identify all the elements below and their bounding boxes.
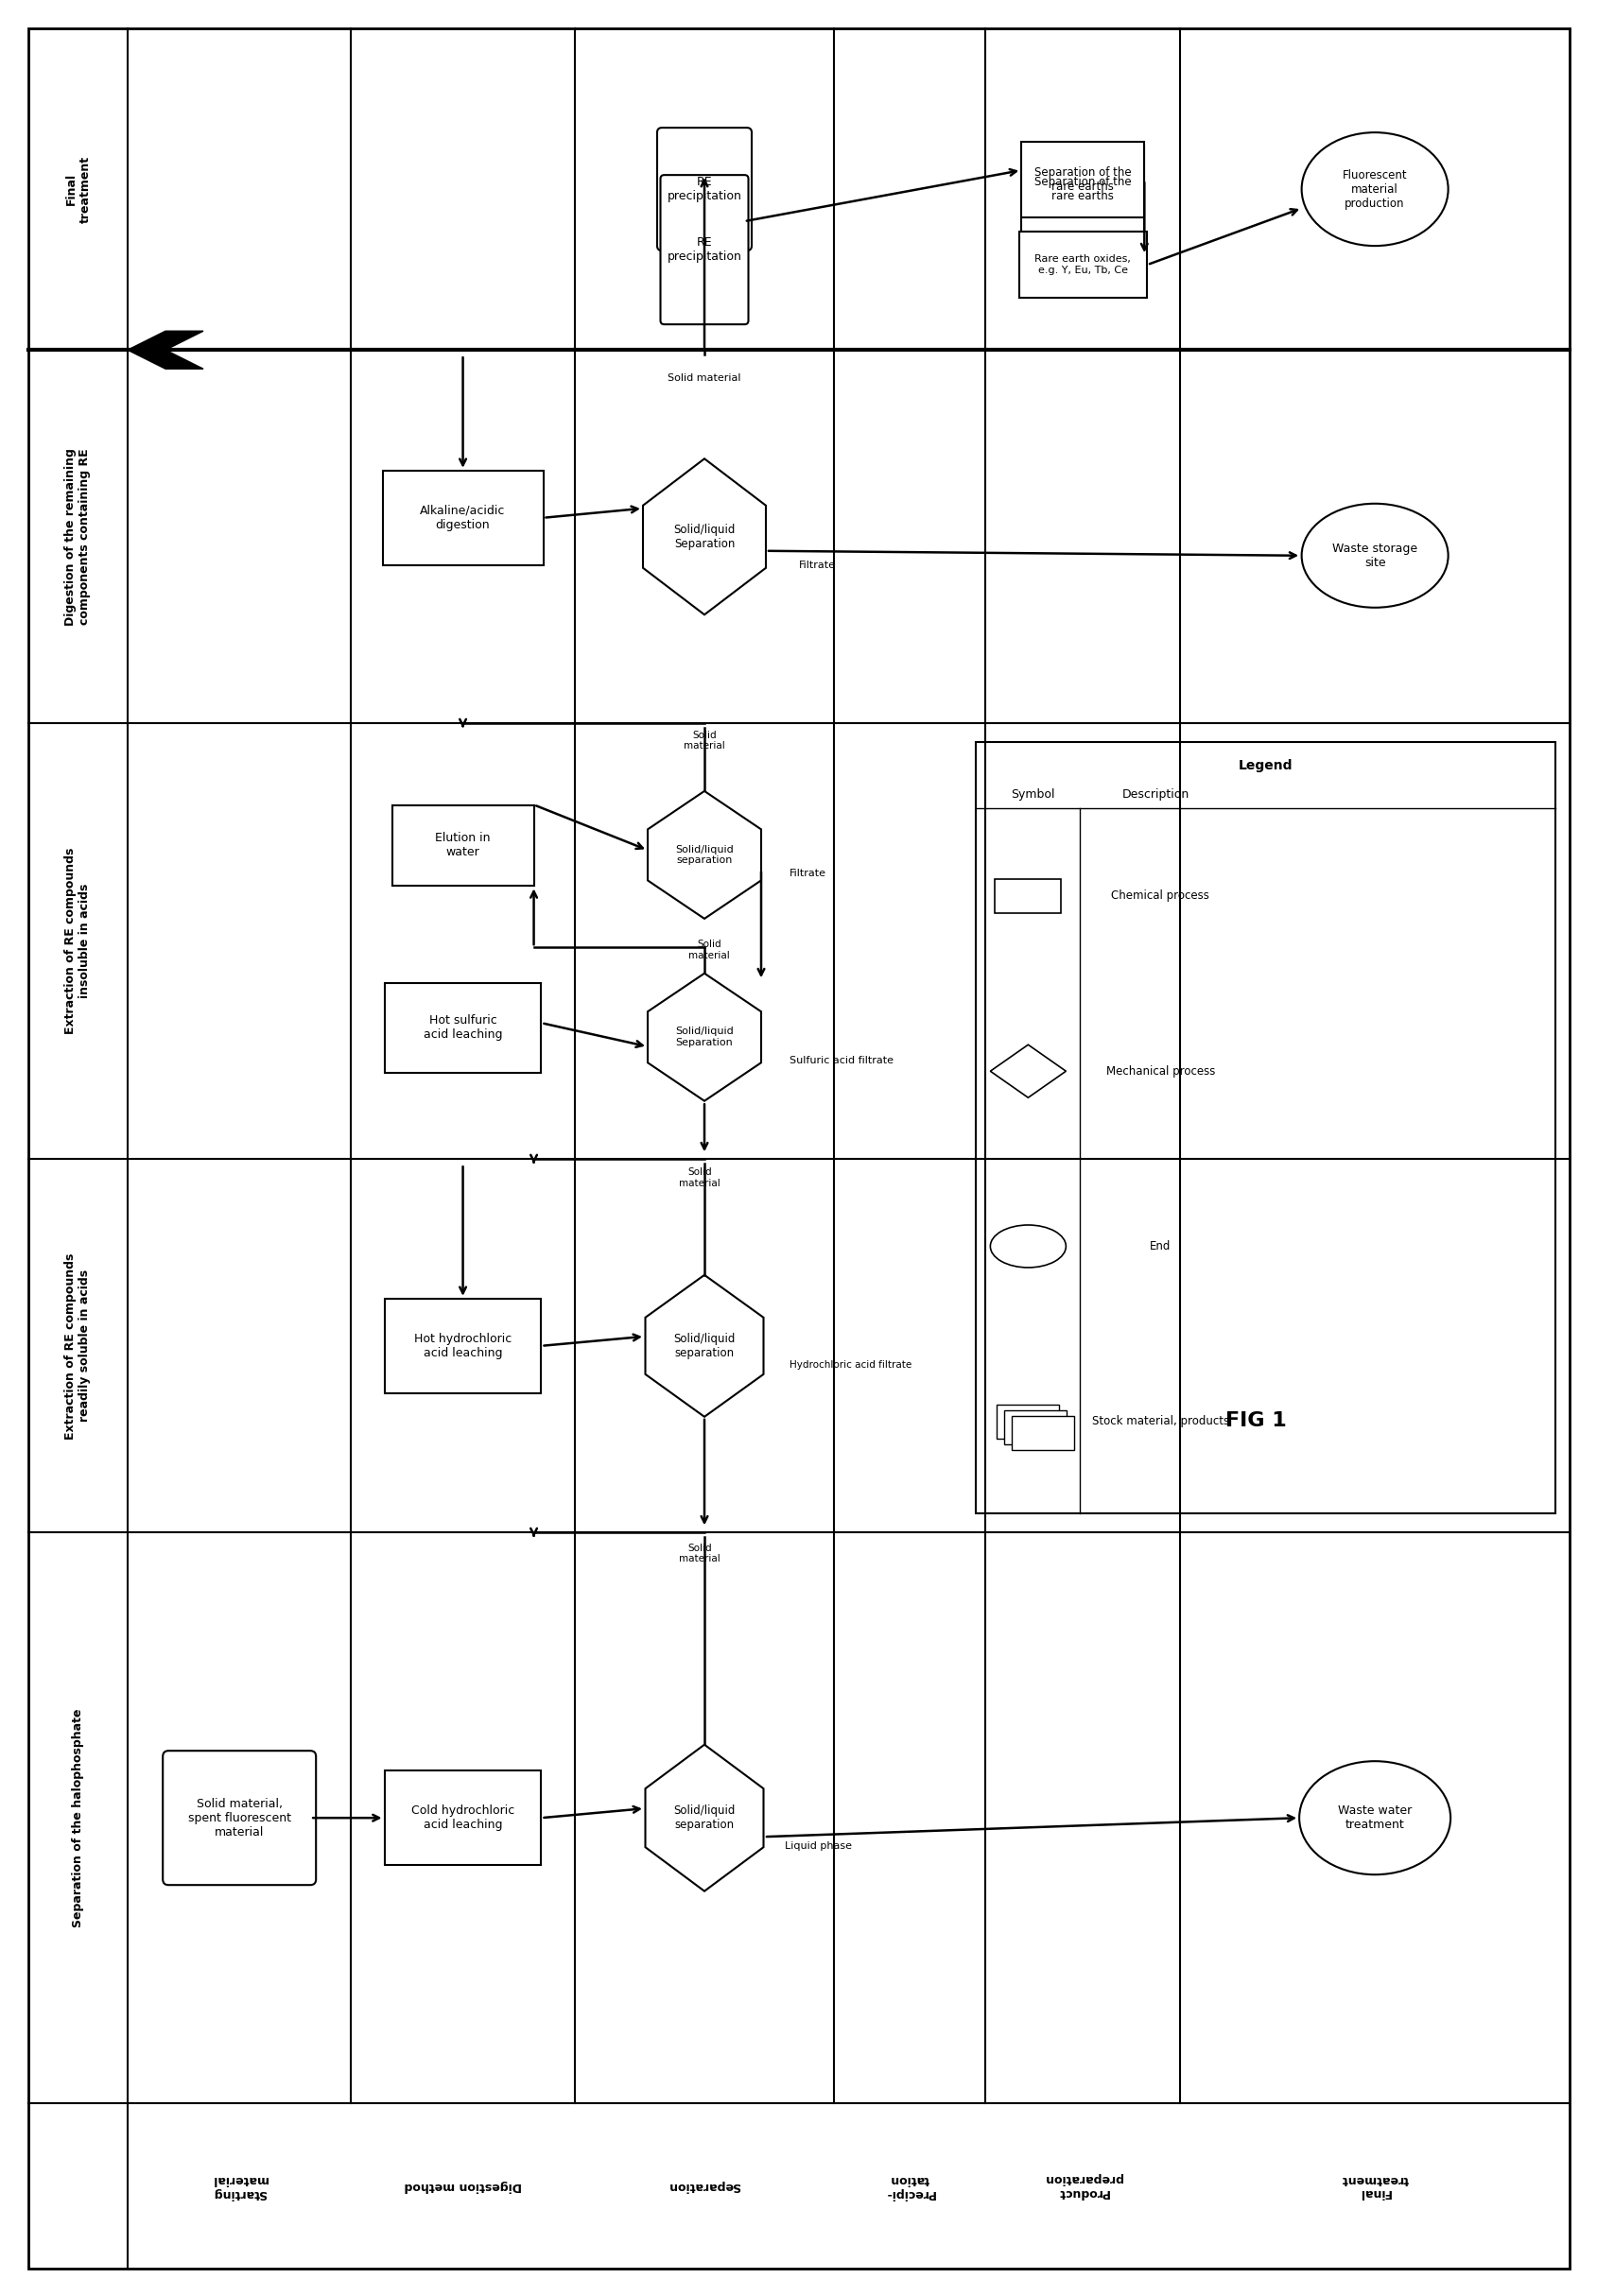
Text: RE
precipitation: RE precipitation xyxy=(666,177,741,202)
Bar xyxy=(391,806,533,886)
Text: Description: Description xyxy=(1121,788,1188,801)
Text: Liquid phase: Liquid phase xyxy=(784,1841,851,1851)
Polygon shape xyxy=(128,331,203,370)
Text: Chemical process: Chemical process xyxy=(1112,891,1209,902)
Text: End: End xyxy=(1150,1240,1171,1251)
Text: Legend: Legend xyxy=(1238,760,1292,771)
Bar xyxy=(997,1405,1059,1437)
Text: Separation of the halophosphate: Separation of the halophosphate xyxy=(72,1708,85,1926)
Text: Elution in
water: Elution in water xyxy=(434,831,490,859)
Text: Solid material,
spent fluorescent
material: Solid material, spent fluorescent materi… xyxy=(188,1798,291,1839)
Text: FIG 1: FIG 1 xyxy=(1225,1412,1286,1430)
Text: Solid/liquid
separation: Solid/liquid separation xyxy=(672,1332,735,1359)
Bar xyxy=(382,471,543,565)
Text: Hydrochloric acid filtrate: Hydrochloric acid filtrate xyxy=(789,1359,912,1368)
Text: Symbol: Symbol xyxy=(1011,788,1054,801)
Polygon shape xyxy=(647,974,760,1102)
Text: Final
treatment: Final treatment xyxy=(1340,2172,1407,2200)
Text: Solid/liquid
separation: Solid/liquid separation xyxy=(672,1805,735,1832)
Text: Product
preparation: Product preparation xyxy=(1043,2172,1121,2200)
Bar xyxy=(1011,1417,1073,1449)
Ellipse shape xyxy=(1302,503,1447,608)
FancyBboxPatch shape xyxy=(656,129,751,250)
Text: Starting
material: Starting material xyxy=(211,2172,267,2200)
Polygon shape xyxy=(642,459,765,615)
Text: Precipi-
tation: Precipi- tation xyxy=(885,2172,934,2200)
Text: Filtrate: Filtrate xyxy=(789,870,826,879)
Ellipse shape xyxy=(1298,1761,1450,1874)
Text: Solid
material: Solid material xyxy=(679,1543,720,1564)
Text: Mechanical process: Mechanical process xyxy=(1105,1065,1214,1077)
Bar xyxy=(976,742,1554,1513)
Text: Solid/liquid
separation: Solid/liquid separation xyxy=(676,845,733,866)
Text: Fluorescent
material
production: Fluorescent material production xyxy=(1341,170,1407,209)
Text: Solid material: Solid material xyxy=(668,374,741,383)
Text: Solid
material: Solid material xyxy=(679,1169,720,1189)
FancyBboxPatch shape xyxy=(660,174,747,324)
Text: Separation: Separation xyxy=(668,2179,741,2193)
Polygon shape xyxy=(645,1745,763,1892)
Text: Solid/liquid
Separation: Solid/liquid Separation xyxy=(676,1026,733,1047)
Bar xyxy=(385,983,540,1072)
Ellipse shape xyxy=(1302,133,1447,246)
Bar xyxy=(1020,142,1143,218)
Text: Separation of the
rare earths: Separation of the rare earths xyxy=(1033,177,1131,202)
Polygon shape xyxy=(645,1274,763,1417)
Text: Extraction of RE compounds
insoluble in acids: Extraction of RE compounds insoluble in … xyxy=(65,847,91,1035)
Text: Sulfuric acid filtrate: Sulfuric acid filtrate xyxy=(789,1056,893,1065)
Text: Hot sulfuric
acid leaching: Hot sulfuric acid leaching xyxy=(423,1015,501,1040)
Text: Stock material, products: Stock material, products xyxy=(1091,1414,1228,1428)
Text: Separation of the
rare earths: Separation of the rare earths xyxy=(1033,168,1131,193)
Bar xyxy=(1020,147,1143,232)
Text: Waste water
treatment: Waste water treatment xyxy=(1337,1805,1412,1832)
Text: RE
precipitation: RE precipitation xyxy=(666,236,741,264)
Bar xyxy=(1005,1410,1067,1444)
Text: Final
treatment: Final treatment xyxy=(65,156,91,223)
Text: Hot hydrochloric
acid leaching: Hot hydrochloric acid leaching xyxy=(414,1332,511,1359)
Text: Digestion of the remaining
components containing RE: Digestion of the remaining components co… xyxy=(65,448,91,625)
Bar xyxy=(385,1300,540,1394)
Polygon shape xyxy=(990,1045,1065,1097)
Ellipse shape xyxy=(990,1226,1065,1267)
Text: Solid
material: Solid material xyxy=(684,730,725,751)
Polygon shape xyxy=(647,792,760,918)
Text: Cold hydrochloric
acid leaching: Cold hydrochloric acid leaching xyxy=(410,1805,514,1832)
Text: Extraction of RE compounds
readily soluble in acids: Extraction of RE compounds readily solub… xyxy=(65,1254,91,1440)
Text: Digestion method: Digestion method xyxy=(404,2179,522,2193)
Bar xyxy=(1019,232,1147,298)
Bar xyxy=(385,1770,540,1864)
Text: Solid
material: Solid material xyxy=(688,939,730,960)
Text: Rare earth oxides,
e.g. Y, Eu, Tb, Ce: Rare earth oxides, e.g. Y, Eu, Tb, Ce xyxy=(1035,255,1131,276)
Text: Waste storage
site: Waste storage site xyxy=(1332,542,1417,569)
Bar xyxy=(995,879,1060,914)
FancyBboxPatch shape xyxy=(163,1752,316,1885)
Text: Filtrate: Filtrate xyxy=(798,560,835,569)
Text: Solid/liquid
Separation: Solid/liquid Separation xyxy=(672,523,735,551)
Text: Alkaline/acidic
digestion: Alkaline/acidic digestion xyxy=(420,505,505,530)
